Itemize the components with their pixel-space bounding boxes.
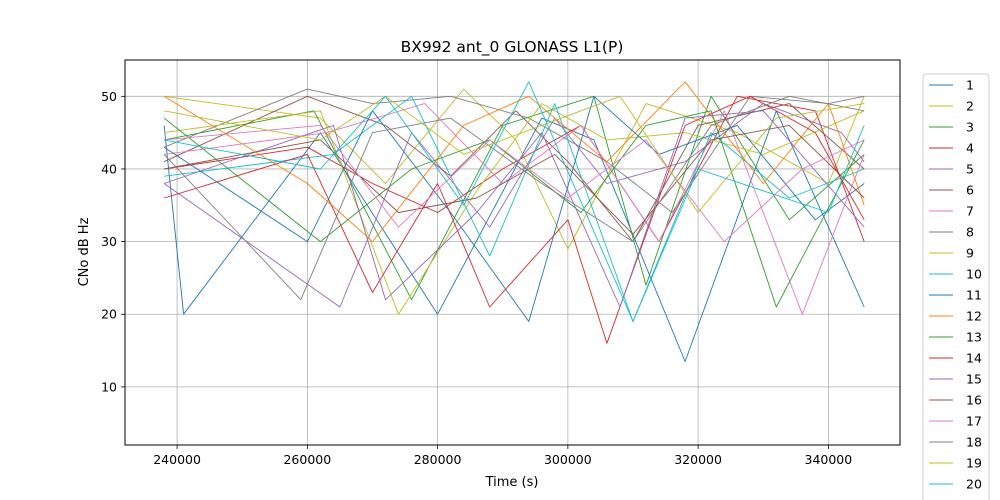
series-line-9 [164,103,865,315]
x-tick-label: 280000 [414,452,462,467]
legend-label: 11 [966,288,982,303]
grid-lines [125,60,900,445]
legend-label: 16 [966,393,982,408]
y-tick-label: 10 [101,379,117,394]
y-tick-label: 20 [101,307,117,322]
y-axis-label: CNo dB Hz [77,217,92,286]
legend-label: 7 [966,204,974,219]
series-line-20 [164,81,865,322]
legend-label: 6 [966,183,974,198]
series-line-14 [163,95,865,344]
series-line-4 [164,95,865,243]
series-line-1 [163,110,865,362]
legend-label: 18 [966,435,982,450]
legend-label: 14 [966,351,982,366]
x-tick-label: 240000 [153,452,201,467]
chart-title: BX992 ant_0 GLONASS L1(P) [401,38,624,57]
series-line-17 [164,124,865,243]
series-line-5 [163,103,865,308]
y-tick-label: 50 [101,89,117,104]
legend-label: 5 [966,162,974,177]
legend-label: 2 [966,99,974,114]
series-line-11 [163,95,865,322]
x-tick-label: 260000 [283,452,331,467]
y-axis: 10 20 30 40 50 [101,89,125,394]
x-axis: 240000 260000 280000 300000 320000 340000 [153,445,852,467]
x-tick-label: 340000 [805,452,853,467]
plot-frame [124,59,901,446]
series-line-13 [163,110,865,308]
x-axis-label: Time (s) [485,475,539,490]
x-tick-label: 300000 [544,452,592,467]
legend-label: 17 [966,414,982,429]
legend-label: 9 [966,246,974,261]
legend-label: 13 [966,330,982,345]
legend-label: 1 [966,78,974,93]
series-line-18 [163,95,865,301]
legend-box [922,73,990,500]
legend-label: 8 [966,225,974,240]
series-line-10 [164,95,865,322]
legend-label: 20 [966,477,982,492]
series-line-12 [163,81,865,243]
y-tick-label: 30 [101,234,117,249]
legend-label: 10 [966,267,982,282]
legend-label: 15 [966,372,982,387]
series-line-19 [164,95,865,213]
series-line-6 [163,95,865,243]
legend-label: 4 [966,141,974,156]
series-line-16 [164,124,865,235]
y-tick-label: 40 [101,161,117,176]
legend-label: 12 [966,309,982,324]
legend-label: 3 [966,120,974,135]
legend-label: 19 [966,456,982,471]
plot-series [163,81,865,362]
x-tick-label: 320000 [674,452,722,467]
